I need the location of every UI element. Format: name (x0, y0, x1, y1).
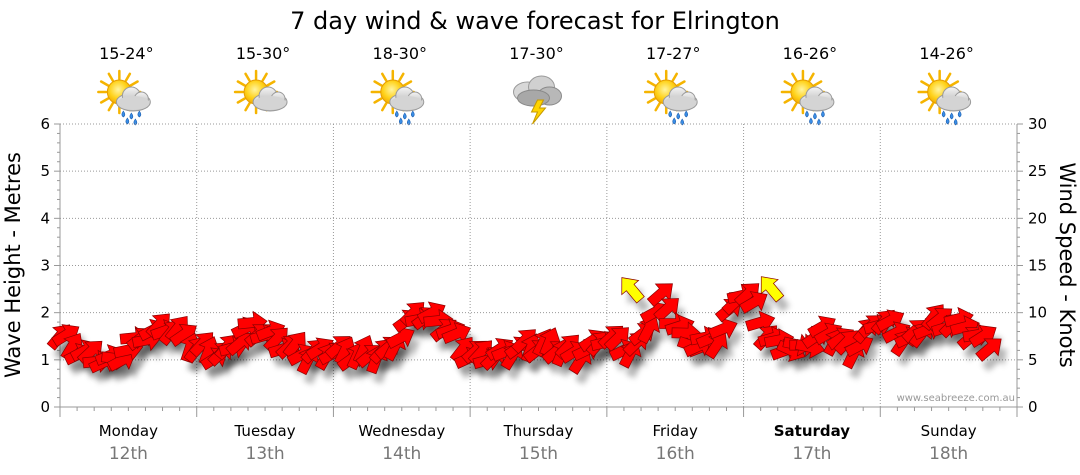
wind-arrow (707, 317, 738, 340)
day-date: 13th (246, 444, 285, 464)
day-temperature: 17-30° (509, 44, 564, 63)
wind-arrow (968, 324, 997, 348)
credit-text: www.seabreeze.com.au (897, 393, 1015, 404)
wind-arrow-highlight (760, 276, 785, 303)
day-name: Monday (99, 422, 158, 440)
day-forecasts: 15-24° 15-30° 18-30° 17-30° 17-27° 16-26° 14-2… (97, 44, 974, 126)
day-name: Saturday (774, 422, 851, 440)
sun-cloud-rain-icon (370, 69, 425, 126)
day-temperature: 16-26° (783, 44, 838, 63)
day-date: 16th (656, 444, 695, 464)
wind-arrow-shadow (711, 342, 734, 370)
y-tick-label-left: 4 (40, 209, 50, 227)
day-date: 14th (382, 444, 421, 464)
day-temperature: 14-26° (919, 44, 974, 63)
y-tick-label-right: 30 (1028, 115, 1047, 133)
y-tick-label-right: 15 (1028, 257, 1047, 275)
y-tick-label-right: 10 (1028, 304, 1047, 322)
sun-cloud-icon (233, 69, 288, 115)
sun-cloud-rain-icon (917, 69, 972, 126)
day-date: 18th (929, 444, 968, 464)
wind-arrow (975, 338, 1002, 362)
day-temperature: 18-30° (373, 44, 428, 63)
day-name: Thursday (503, 422, 574, 440)
wind-arrow-shadow (850, 345, 879, 367)
wind-arrow-shadow (113, 359, 142, 382)
sun-cloud-rain-icon (97, 69, 151, 126)
sun-cloud-rain-icon (643, 69, 698, 126)
wind-arrow-series (46, 276, 1002, 376)
y-tick-label-left: 6 (40, 115, 50, 133)
wind-arrow-highlight (621, 277, 645, 304)
day-temperature: 15-30° (236, 44, 291, 63)
axes: 0 1 2 3 4 5 6 0 5 10 15 20 25 30 (40, 115, 1047, 417)
day-temperature: 15-24° (99, 44, 154, 63)
wind-arrow (704, 331, 728, 360)
day-name: Wednesday (358, 422, 445, 440)
storm-cloud-icon (513, 75, 562, 125)
y-axis-label-right: Wind Speed - Knots (1055, 162, 1079, 367)
y-tick-label-right: 0 (1028, 398, 1038, 416)
day-date: 15th (519, 444, 558, 464)
y-tick-label-left: 3 (40, 257, 50, 275)
y-tick-label-left: 2 (40, 304, 50, 322)
day-axis-labels: Monday 12th Tuesday 13th Wednesday 14th Thursd… (99, 422, 977, 464)
day-name: Friday (652, 422, 698, 440)
wind-arrow-shadow (231, 343, 258, 366)
y-axis-label-left: Wave Height - Metres (1, 152, 25, 378)
day-date: 12th (109, 444, 148, 464)
day-temperature: 17-27° (646, 44, 701, 63)
y-tick-label-left: 1 (40, 351, 50, 369)
wind-arrow-shadow (392, 336, 421, 359)
wind-arrow (739, 291, 768, 314)
y-tick-label-left: 5 (40, 162, 50, 180)
chart-title: 7 day wind & wave forecast for Elrington (290, 7, 780, 35)
wind-arrow-shadow (981, 348, 1008, 372)
y-tick-label-right: 25 (1028, 162, 1047, 180)
day-name: Tuesday (234, 422, 296, 440)
wind-arrow (441, 322, 472, 345)
y-tick-label-right: 20 (1028, 209, 1047, 227)
day-name: Sunday (921, 422, 977, 440)
sun-cloud-rain-icon (780, 69, 835, 126)
day-date: 17th (792, 444, 831, 464)
wind-arrow (646, 283, 673, 308)
y-tick-label-right: 5 (1028, 351, 1038, 369)
y-tick-label-left: 0 (40, 398, 50, 416)
wind-arrow (637, 315, 660, 345)
